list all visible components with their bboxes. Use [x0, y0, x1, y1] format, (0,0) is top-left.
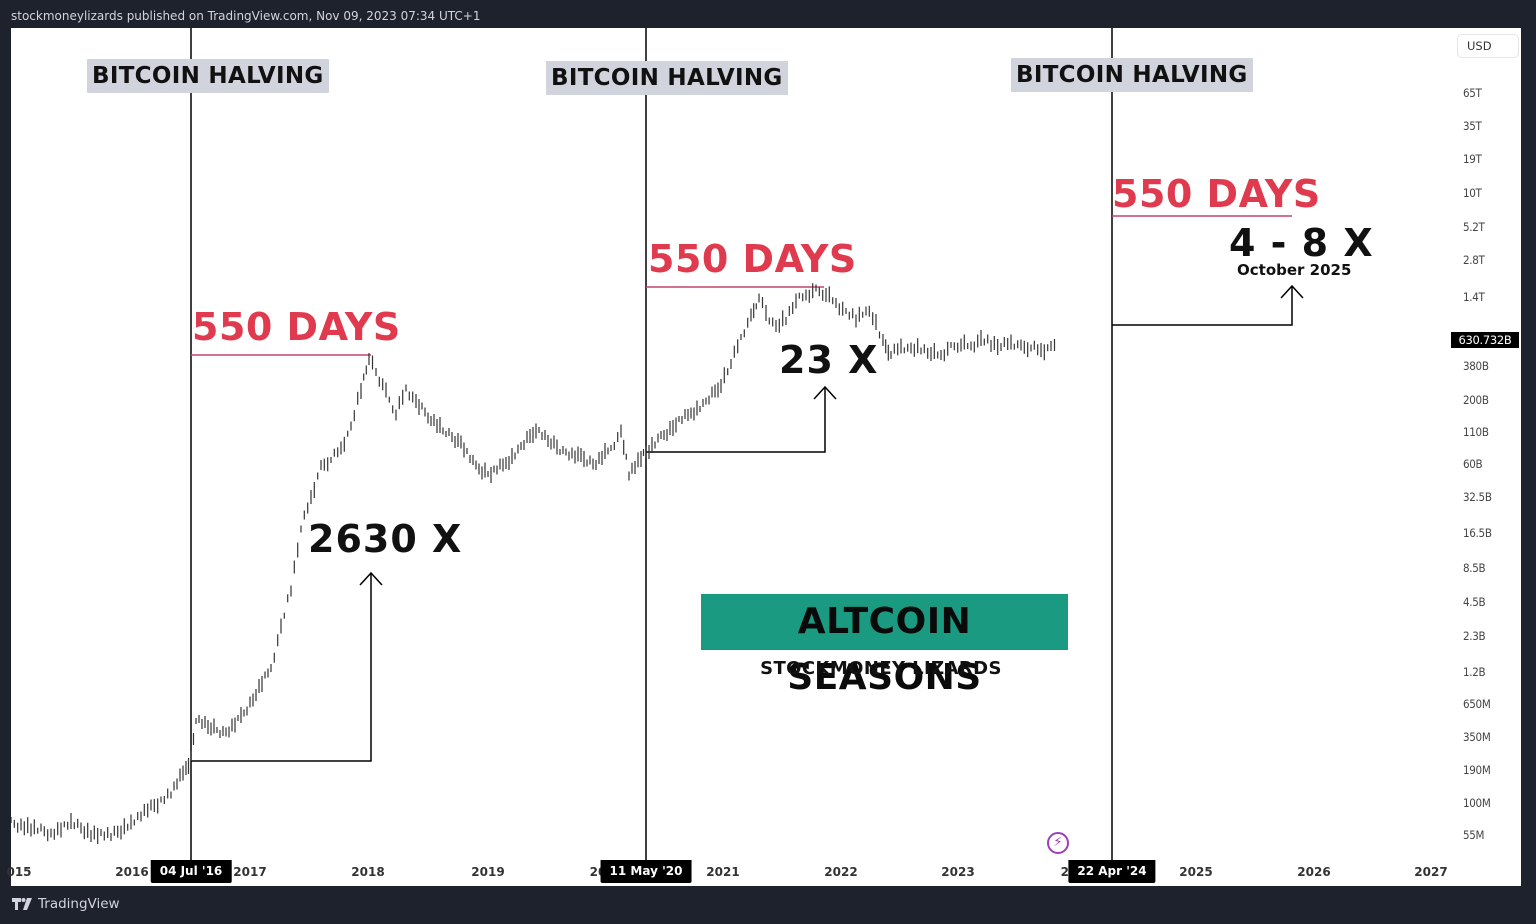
chart-pane[interactable]: BITCOIN HALVING BITCOIN HALVING BITCOIN …: [11, 28, 1451, 860]
multiplier-label-3: 4 - 8 X: [1229, 221, 1374, 265]
price-label: 110B: [1463, 425, 1489, 439]
author-subtitle: STOCKMONEY LIZARDS: [760, 658, 1002, 679]
year-label: 2019: [471, 865, 505, 879]
halving-date-tag: 11 May '20: [600, 860, 692, 883]
price-label: 650M: [1463, 697, 1491, 711]
price-label: 380B: [1463, 359, 1489, 373]
price-label: 2.3B: [1463, 629, 1486, 643]
price-label: 10T: [1463, 186, 1482, 200]
year-label: 2016: [115, 865, 149, 879]
chart-svg: [11, 28, 1304, 860]
multiplier-label-2: 23 X: [779, 338, 879, 382]
price-label: 1.2B: [1463, 665, 1486, 679]
multiplier-label-1: 2630 X: [308, 517, 463, 561]
price-label: 32.5B: [1463, 490, 1492, 504]
projection-date-label: October 2025: [1237, 261, 1352, 279]
price-bars: [11, 283, 1056, 844]
year-label: 015: [6, 865, 32, 879]
year-label: 2026: [1297, 865, 1331, 879]
chart-frame: BITCOIN HALVING BITCOIN HALVING BITCOIN …: [6, 28, 1521, 886]
tradingview-logo-icon: [12, 898, 32, 910]
tradingview-logo[interactable]: TradingView: [12, 896, 120, 912]
price-label: 1.4T: [1463, 290, 1485, 304]
price-label: 200B: [1463, 393, 1489, 407]
arrow-cycle-3: [1112, 286, 1293, 326]
halving-date-tag: 22 Apr '24: [1068, 860, 1156, 883]
arrow-head-icon: [1280, 284, 1304, 299]
price-label: 5.2T: [1463, 220, 1485, 234]
year-label: 2021: [706, 865, 740, 879]
price-label: 19T: [1463, 152, 1482, 166]
footer: TradingView: [0, 886, 1536, 924]
year-label: 2017: [233, 865, 267, 879]
arrow-cycle-2: [646, 387, 826, 453]
price-label: 350M: [1463, 730, 1491, 744]
year-label: 2023: [941, 865, 975, 879]
arrow-head-icon: [359, 571, 383, 586]
tradingview-logo-text: TradingView: [38, 896, 120, 912]
year-label: 2022: [824, 865, 858, 879]
year-label: 2027: [1414, 865, 1448, 879]
price-label: 55M: [1463, 828, 1485, 842]
lightning-icon[interactable]: ⚡: [1047, 832, 1069, 854]
price-label: 35T: [1463, 119, 1482, 133]
year-label: 2018: [351, 865, 385, 879]
arrow-head-icon: [813, 385, 837, 400]
halving-date-tag: 04 Jul '16: [150, 860, 232, 883]
published-header: stockmoneylizards published on TradingVi…: [11, 9, 481, 23]
price-label: 100M: [1463, 796, 1491, 810]
price-label: 65T: [1463, 86, 1482, 100]
altcoin-seasons-title: ALTCOIN SEASONS: [701, 594, 1068, 698]
price-label: 2.8T: [1463, 253, 1485, 267]
halving-label-2024: BITCOIN HALVING: [1011, 58, 1253, 92]
days-label-2: 550 DAYS: [648, 237, 857, 281]
halving-label-2020: BITCOIN HALVING: [546, 61, 788, 95]
price-label: 190M: [1463, 763, 1491, 777]
time-axis[interactable]: 0152016201720182019202021202220232020252…: [6, 860, 1451, 886]
halving-label-2016: BITCOIN HALVING: [87, 59, 329, 93]
price-axis[interactable]: USD 65T 35T 19T 10T 5.2T 2.8T 1.4T 380B 200B 110B…: [1451, 28, 1521, 886]
price-label: 16.5B: [1463, 526, 1492, 540]
arrow-cycle-1: [191, 573, 372, 762]
price-label: 4.5B: [1463, 595, 1486, 609]
price-label: 8.5B: [1463, 561, 1486, 575]
currency-selector[interactable]: USD: [1457, 34, 1519, 58]
current-price-tag: 630.732B: [1451, 332, 1519, 348]
days-label-1: 550 DAYS: [192, 305, 401, 349]
price-label: 60B: [1463, 457, 1483, 471]
year-label: 2025: [1179, 865, 1213, 879]
days-label-3: 550 DAYS: [1112, 172, 1321, 216]
